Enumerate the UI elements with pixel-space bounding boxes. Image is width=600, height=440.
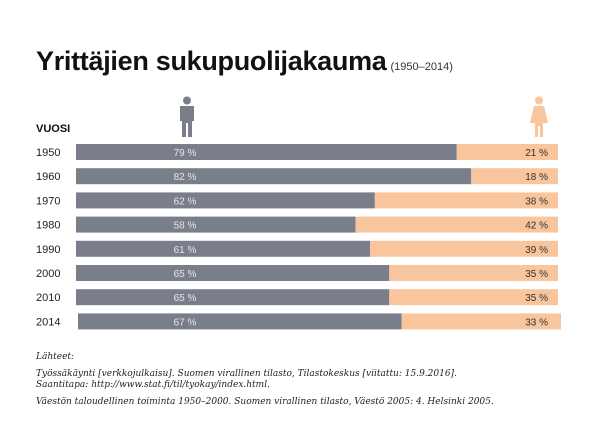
year-label: 1980 bbox=[36, 220, 60, 232]
bar-female bbox=[355, 216, 558, 233]
data-label-male: 82 % bbox=[174, 172, 197, 183]
year-label: 1990 bbox=[36, 244, 60, 256]
bar-male bbox=[78, 313, 402, 330]
sources-heading: Lähteet: bbox=[36, 352, 75, 362]
bar-female bbox=[456, 144, 558, 160]
data-label-male: 58 % bbox=[174, 221, 197, 232]
data-label-male: 65 % bbox=[174, 293, 197, 304]
y-axis-label: VUOSI bbox=[36, 123, 71, 135]
year-label: 1970 bbox=[36, 195, 60, 207]
bar-male bbox=[76, 265, 390, 281]
data-label-female: 33 % bbox=[525, 317, 548, 328]
data-label-female: 42 % bbox=[525, 221, 548, 232]
stacked-bar-chart: 1950 79 % 21 % 1960 82 % 18 % 1970 62 % 38 % 1980… bbox=[36, 144, 561, 330]
data-label-female: 38 % bbox=[525, 196, 548, 207]
chart-subtitle: (1950–2014) bbox=[390, 61, 453, 73]
bar-female bbox=[389, 265, 558, 281]
bar-female bbox=[471, 168, 558, 185]
sources: Lähteet: Työssäkäynti [verkkojulkaisu]. … bbox=[36, 352, 494, 414]
bar-male bbox=[76, 289, 390, 306]
data-label-female: 39 % bbox=[525, 245, 548, 256]
source-2: Väestön taloudellinen toiminta 1950–2000… bbox=[36, 397, 494, 407]
year-label: 2010 bbox=[36, 292, 60, 304]
source-1: Työssäkäynti [verkkojulkaisu]. Suomen vi… bbox=[36, 369, 457, 379]
data-label-male: 65 % bbox=[174, 269, 197, 280]
bar-female bbox=[374, 192, 558, 209]
male-person-icon bbox=[180, 96, 194, 137]
bar-male bbox=[76, 216, 356, 233]
year-label: 1960 bbox=[36, 171, 60, 183]
chart-title-text: Yrittäjien sukupuolijakauma bbox=[36, 46, 387, 76]
data-label-male: 67 % bbox=[174, 317, 197, 328]
data-label-male: 79 % bbox=[174, 148, 197, 159]
year-label: 1950 bbox=[36, 147, 60, 159]
bar-female bbox=[370, 240, 558, 257]
data-label-female: 35 % bbox=[525, 269, 548, 280]
female-person-icon bbox=[530, 96, 548, 137]
year-label: 2000 bbox=[36, 268, 60, 280]
year-label: 2014 bbox=[36, 316, 60, 328]
data-label-female: 18 % bbox=[525, 172, 548, 183]
data-label-male: 62 % bbox=[174, 196, 197, 207]
chart-title: Yrittäjien sukupuolijakauma (1950–2014) bbox=[36, 46, 453, 77]
bar-female bbox=[401, 313, 561, 330]
data-label-male: 61 % bbox=[174, 245, 197, 256]
bar-male bbox=[76, 144, 457, 160]
bar-female bbox=[389, 289, 558, 306]
source-1-url: Saantitapa: http://www.stat.fi/til/tyoka… bbox=[36, 380, 270, 390]
bar-male bbox=[76, 240, 371, 257]
bar-male bbox=[76, 168, 472, 185]
data-label-female: 35 % bbox=[525, 293, 548, 304]
bar-male bbox=[76, 192, 375, 209]
data-label-female: 21 % bbox=[525, 148, 548, 159]
